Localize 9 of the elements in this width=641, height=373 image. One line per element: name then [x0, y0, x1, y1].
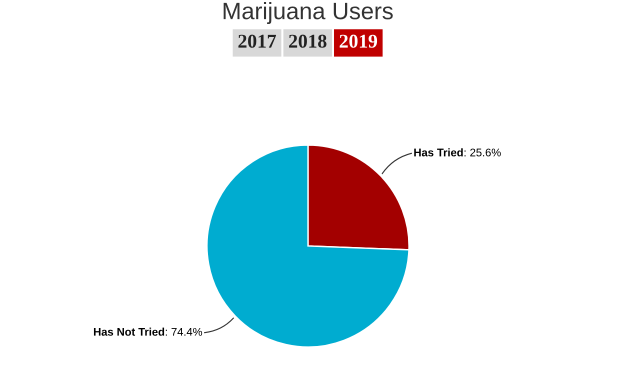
text: 2018 [289, 34, 326, 48]
data-label: : 74.4% [166, 328, 202, 336]
text: 2017 [238, 34, 276, 48]
slice-label: Has Tried [414, 148, 463, 156]
text: 2019 [340, 34, 378, 48]
slice-label: Has Not Tried [94, 328, 164, 336]
pie-slice [206, 144, 410, 348]
data-label: : 25.6% [464, 148, 501, 156]
chart-title: Marijuana Users [224, 2, 393, 24]
